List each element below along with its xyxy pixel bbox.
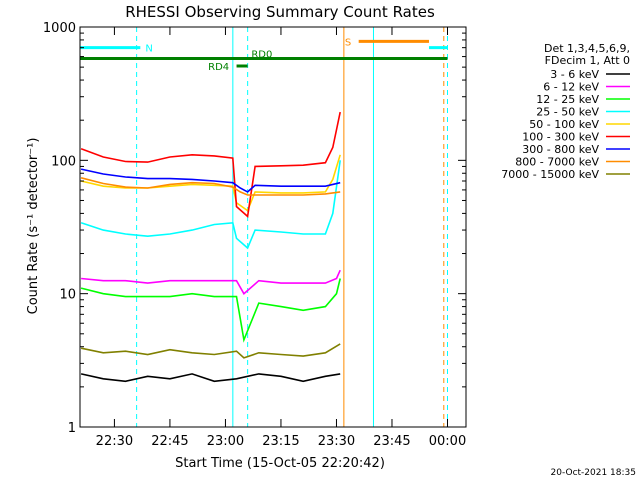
x-axis-label: Start Time (15-Oct-05 22:20:42) — [175, 456, 385, 471]
legend-entry-label: 3 - 6 keV — [550, 68, 599, 81]
x-tick-label: 22:30 — [96, 434, 133, 449]
series-line-9 — [80, 343, 341, 359]
legend-entry-label: 7000 - 15000 keV — [501, 168, 599, 181]
vertical-time-markers — [80, 27, 448, 427]
y-tick-label: 100 — [51, 154, 76, 169]
y-tick-label: 1 — [68, 421, 76, 436]
series-line-7 — [80, 168, 341, 193]
legend-entry-label: 800 - 7000 keV — [515, 156, 599, 169]
series-line-1 — [80, 373, 341, 383]
flag-markers: N RD0 RD4 S — [80, 37, 448, 73]
chart-title: RHESSI Observing Summary Count Rates — [125, 3, 435, 21]
x-tick-label: 22:45 — [151, 434, 188, 449]
x-tick-label: 23:30 — [318, 434, 355, 449]
series-line-3 — [80, 278, 341, 343]
legend-entry-label: 12 - 25 keV — [536, 93, 599, 106]
flag-label-rd0: RD0 — [251, 50, 272, 61]
series-line-6 — [80, 111, 341, 218]
legend: Det 1,3,4,5,6,9,FDecim 1, Att 03 - 6 keV… — [501, 42, 630, 181]
flag-label-rd4: RD4 — [208, 62, 229, 73]
series-layer — [80, 111, 341, 383]
axes: 1 10 100 1000 22:30 22:45 23:00 23:15 23:30 23:45… — [43, 21, 466, 449]
legend-header-line: Det 1,3,4,5,6,9, — [544, 42, 630, 55]
series-line-8 — [80, 177, 341, 196]
x-tick-label: 23:00 — [207, 434, 244, 449]
legend-entry-label: 50 - 100 keV — [529, 118, 599, 131]
x-tick-label: 23:45 — [373, 434, 410, 449]
flag-label-s: S — [345, 37, 351, 48]
legend-entry-label: 100 - 300 keV — [522, 131, 599, 144]
series-line-4 — [80, 160, 341, 250]
y-tick-label: 10 — [59, 288, 76, 303]
y-tick-label: 1000 — [43, 21, 76, 36]
legend-entry-label: 300 - 800 keV — [522, 143, 599, 156]
plot-frame — [79, 26, 467, 428]
series-line-2 — [81, 269, 341, 295]
x-tick-label: 23:15 — [262, 434, 299, 449]
x-tick-label: 00:00 — [429, 434, 466, 449]
y-axis-label: Count Rate (s⁻¹ detector⁻¹) — [26, 138, 41, 315]
flag-label-n: N — [145, 44, 152, 55]
legend-header-line: FDecim 1, Att 0 — [545, 54, 630, 67]
footer-timestamp: 20-Oct-2021 18:35 — [551, 468, 636, 478]
legend-entry-label: 6 - 12 keV — [543, 81, 599, 94]
legend-entry-label: 25 - 50 keV — [536, 106, 599, 119]
